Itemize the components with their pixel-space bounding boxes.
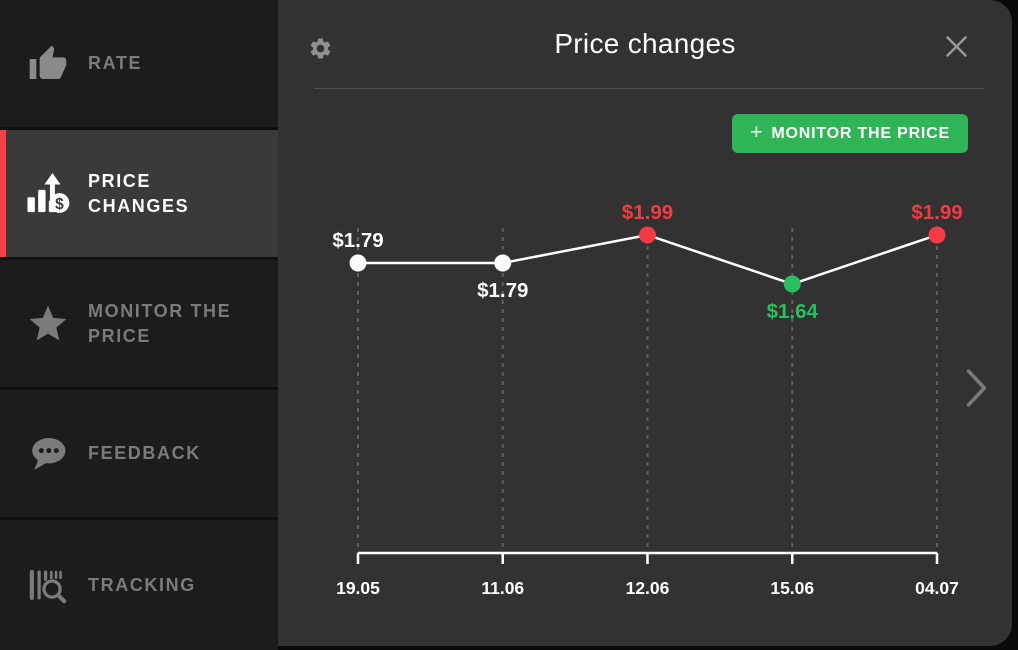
svg-text:$: $	[55, 195, 64, 212]
active-accent-bar	[0, 520, 6, 650]
x-axis-date-label: 04.07	[915, 578, 959, 598]
sidebar-item-monitor-the-price[interactable]: MONITOR THE PRICE	[0, 260, 278, 390]
active-accent-bar	[0, 0, 6, 127]
price-history-line-chart: $1.79 $1.79 $1.99 $1.64 $1.99 19.05 11.06 12.06…	[332, 201, 962, 598]
data-point[interactable]	[494, 254, 512, 272]
price-changes-panel: Price changes + MONITOR THE PRICE $1.79 $…	[278, 0, 1012, 646]
sidebar-item-label: MONITOR THE PRICE	[88, 301, 232, 346]
active-accent-bar	[0, 130, 6, 257]
sidebar: RATE $ PRICE CHANGES	[0, 0, 278, 650]
sidebar-item-tracking[interactable]: TRACKING	[0, 520, 278, 650]
gear-icon[interactable]	[308, 36, 333, 66]
point-value-label: $1.99	[622, 201, 673, 224]
point-value-label: $1.79	[477, 279, 528, 302]
chevron-right-icon[interactable]	[962, 368, 992, 413]
data-point[interactable]	[349, 254, 367, 272]
point-value-label: $1.64	[767, 300, 819, 323]
x-axis-date-label: 15.06	[770, 578, 814, 598]
sidebar-item-label: RATE	[88, 53, 143, 74]
star-icon	[24, 302, 72, 346]
x-axis-date-label: 19.05	[336, 578, 380, 598]
sidebar-item-price-changes[interactable]: $ PRICE CHANGES	[0, 130, 278, 260]
active-accent-bar	[0, 260, 6, 387]
sidebar-item-feedback[interactable]: FEEDBACK	[0, 390, 278, 520]
plus-icon: +	[750, 120, 764, 144]
data-point[interactable]	[928, 226, 946, 244]
thumbs-up-icon	[24, 44, 72, 84]
panel-header: Price changes	[278, 0, 1012, 89]
sidebar-item-label: FEEDBACK	[88, 443, 201, 464]
sidebar-item-label: TRACKING	[88, 574, 196, 595]
point-value-label: $1.79	[332, 229, 383, 252]
close-icon[interactable]	[943, 33, 970, 65]
speech-bubble-icon	[24, 434, 72, 474]
x-axis-date-label: 12.06	[626, 578, 670, 598]
data-point[interactable]	[783, 275, 801, 293]
active-accent-bar	[0, 390, 6, 517]
sidebar-item-rate[interactable]: RATE	[0, 0, 278, 130]
monitor-the-price-button[interactable]: + MONITOR THE PRICE	[732, 114, 968, 153]
barcode-search-icon	[24, 564, 72, 606]
data-point[interactable]	[639, 226, 656, 244]
price-chart-dollar-icon: $	[24, 171, 72, 217]
x-axis-date-label: 11.06	[481, 578, 524, 598]
point-value-label: $1.99	[911, 201, 962, 224]
sidebar-item-label: PRICE CHANGES	[88, 171, 190, 216]
header-divider	[314, 88, 984, 89]
monitor-button-label: MONITOR THE PRICE	[771, 124, 950, 142]
page-title: Price changes	[554, 28, 736, 59]
